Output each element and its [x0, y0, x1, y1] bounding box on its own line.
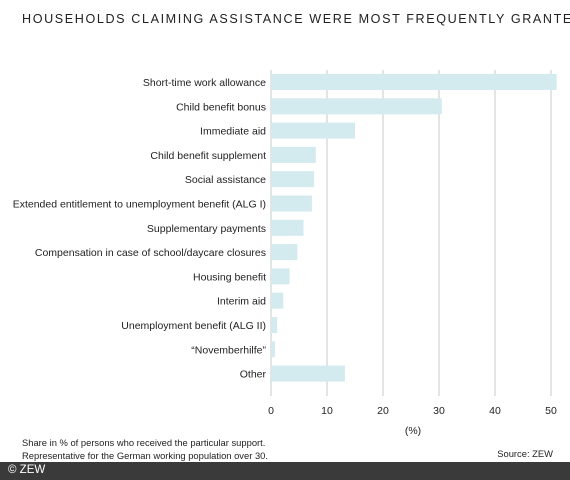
bar-2 — [271, 98, 442, 115]
copyright-text: © ZEW — [8, 464, 46, 476]
category-label-7: Supplementary payments — [147, 223, 266, 235]
category-label-8: Compensation in case of school/daycare c… — [35, 247, 266, 259]
x-tick-label-0: 0 — [268, 405, 274, 417]
bar-4 — [271, 146, 316, 163]
source-note: Source: ZEW — [497, 448, 553, 459]
category-label-11: Unemployment benefit (ALG II) — [121, 320, 266, 332]
category-label-2: Child benefit bonus — [176, 101, 266, 113]
bar-chart: Short-time work allowance Child benefit b… — [13, 70, 557, 437]
category-label-3: Immediate aid — [200, 126, 266, 138]
category-label-4: Child benefit supplement — [150, 150, 266, 162]
bar-1 — [271, 74, 557, 90]
bar-10 — [271, 292, 284, 309]
footnote-line-1: Share in % of persons who received the p… — [22, 437, 266, 448]
bar-8 — [271, 244, 298, 261]
bar-3 — [271, 122, 355, 139]
footnote-line-2: Representative for the German working po… — [22, 450, 268, 461]
bar-13 — [271, 365, 345, 382]
footnote: Share in % of persons who received the p… — [22, 436, 268, 462]
bar-11 — [271, 317, 278, 333]
category-label-1: Short-time work allowance — [143, 77, 266, 89]
x-tick-label-50: 50 — [545, 405, 557, 417]
chart-title: HOUSEHOLDS CLAIMING ASSISTANCE WERE MOST… — [22, 12, 570, 26]
category-label-6: Extended entitlement to unemployment ben… — [13, 199, 266, 211]
bar-5 — [271, 171, 315, 188]
footer-bar: © ZEW — [0, 462, 570, 480]
bar-12 — [271, 341, 275, 358]
x-tick-label-20: 20 — [377, 405, 389, 417]
category-labels: Short-time work allowance Child benefit b… — [13, 77, 267, 381]
bar-9 — [271, 268, 290, 285]
grid-layer — [270, 70, 552, 396]
category-label-12: “Novemberhilfe” — [191, 344, 266, 356]
category-label-5: Social assistance — [185, 174, 266, 186]
x-tick-label-40: 40 — [489, 405, 501, 417]
category-label-10: Interim aid — [217, 296, 266, 308]
x-tick-label-30: 30 — [433, 405, 445, 417]
x-axis-ticks: 0 10 20 30 40 50 — [268, 405, 557, 417]
bar-7 — [271, 219, 304, 236]
category-label-9: Housing benefit — [193, 271, 266, 283]
x-axis-label: (%) — [405, 425, 421, 437]
category-label-13: Other — [240, 369, 267, 381]
bar-6 — [271, 195, 312, 212]
x-tick-label-10: 10 — [321, 405, 333, 417]
bar-layer — [271, 74, 557, 382]
